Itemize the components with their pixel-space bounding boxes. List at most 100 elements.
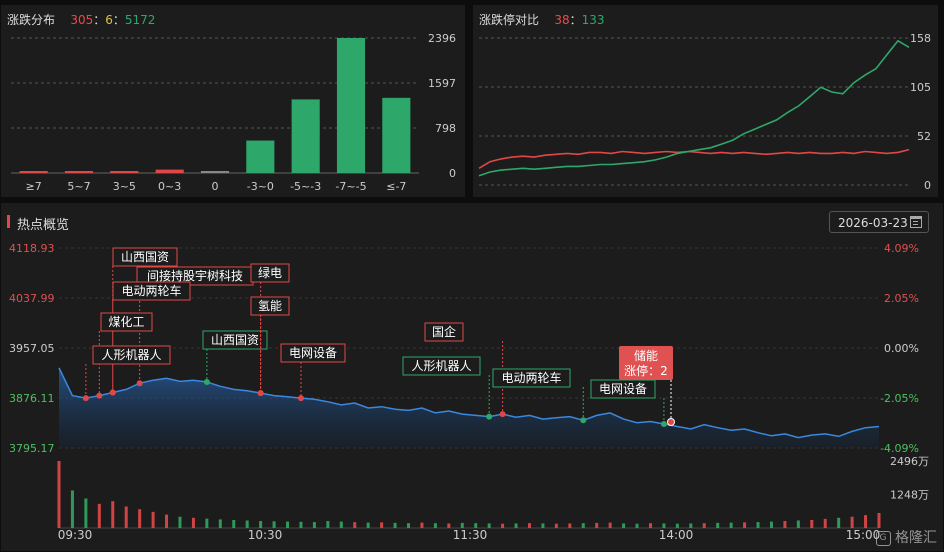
volume-bar — [272, 521, 276, 528]
hot-tag-label: 人形机器人 — [101, 348, 161, 362]
hot-tag-label: 山西国资 — [211, 333, 259, 347]
y-tick-label: 52 — [917, 130, 931, 143]
x-tick-label: -7~-5 — [335, 180, 366, 193]
x-tick-label: ≥7 — [26, 180, 42, 193]
volume-bar — [514, 523, 518, 528]
y-left-label: 3795.17 — [9, 442, 55, 455]
date-picker[interactable]: 2026-03-23 — [829, 211, 929, 233]
limit-compare-title-text: 涨跌停对比 — [479, 13, 540, 27]
highlight-tag-box — [619, 346, 673, 380]
volume-bar — [380, 522, 384, 528]
watermark-text: 格隆汇 — [895, 530, 937, 546]
hot-tag-box — [92, 345, 171, 365]
x-tick-label: ≤-7 — [386, 180, 406, 193]
hot-tag-label: 煤化工 — [108, 315, 144, 329]
volume-bar — [70, 490, 74, 528]
highlight-tag-detail: 涨停：2 — [624, 363, 668, 378]
volume-bar — [84, 498, 88, 528]
hot-tag-label: 电网设备 — [599, 382, 647, 396]
volume-bar — [581, 523, 585, 528]
hot-tag-box — [424, 322, 464, 342]
volume-bar — [353, 522, 357, 528]
hot-tag-label: 间接持股宇树科技 — [147, 268, 243, 283]
hot-tag-box — [492, 368, 571, 388]
hot-tag-box — [250, 263, 290, 283]
tag-dot — [486, 413, 493, 420]
dist-bar — [246, 140, 275, 173]
hot-intraday-chart: 4118.93 4.09% 4037.99 2.05% 3957.05 0.00% 3876… — [9, 242, 929, 542]
dist-bar — [200, 171, 230, 173]
tag-dot — [109, 389, 116, 396]
dist-bar — [19, 171, 48, 173]
hot-tag-box — [100, 312, 153, 332]
hot-tag-box — [112, 281, 191, 301]
x-tick-label: 3~5 — [113, 180, 136, 193]
y-right-label: 4.09% — [884, 242, 919, 255]
dist-bar — [382, 97, 411, 173]
y-tick-label: 1597 — [428, 77, 456, 90]
hot-tag-label: 电动两轮车 — [501, 370, 561, 385]
volume-bar — [312, 522, 316, 528]
tag-dot — [203, 379, 210, 386]
highlight-tag-name: 储能 — [634, 348, 658, 363]
volume-bar — [259, 521, 263, 528]
volume-bar — [823, 518, 827, 528]
dist-bar — [336, 38, 366, 173]
limit-down-count: 133 — [581, 13, 605, 27]
logo-icon: G — [875, 530, 891, 546]
volume-bar — [622, 523, 626, 528]
hot-tag-label: 人形机器人 — [411, 359, 471, 373]
volume-bar — [501, 523, 505, 528]
hot-tag-label: 国企 — [432, 324, 456, 339]
volume-bar — [205, 518, 209, 528]
x-tick-label: 0 — [212, 180, 219, 193]
distribution-title: 涨跌分布 305：6：5172 — [7, 11, 155, 28]
y-tick-label: 158 — [910, 32, 931, 45]
volume-bar — [850, 516, 854, 528]
limit-compare-title: 涨跌停对比 38：133 — [479, 11, 605, 28]
flat-count: 6 — [105, 13, 113, 27]
volume-bar — [124, 506, 128, 528]
volume-bar — [769, 521, 773, 528]
sep: ： — [569, 13, 582, 27]
tag-dot — [82, 395, 89, 402]
volume-bar — [756, 522, 760, 528]
x-tick-label: 5~7 — [67, 180, 90, 193]
tag-dot — [580, 417, 587, 424]
dist-bar — [64, 171, 94, 173]
hot-tag-label: 电动两轮车 — [121, 283, 181, 298]
volume-bar — [877, 512, 881, 528]
y-right-label: 2.05% — [884, 292, 919, 305]
volume-bar — [474, 523, 478, 528]
volume-bar — [191, 517, 195, 528]
calendar-icon[interactable] — [910, 216, 922, 228]
x-tick-label: -5~-3 — [290, 180, 321, 193]
x-tick-label: 14:00 — [659, 528, 694, 542]
volume-bar — [111, 501, 115, 528]
volume-bar — [675, 523, 679, 528]
volume-bar — [245, 520, 249, 528]
volume-bar — [447, 523, 451, 528]
volume-bar — [165, 514, 169, 528]
volume-bar — [138, 509, 142, 528]
highlight-dot — [667, 418, 675, 426]
down-count: 5172 — [124, 13, 156, 27]
price-area — [59, 367, 879, 448]
volume-bar — [554, 523, 558, 528]
y-tick-label: 798 — [435, 122, 456, 135]
sep: ： — [112, 13, 125, 27]
hot-overview-panel: 热点概览 2026-03-23 4118.93 4.09% 4037.99 2.05%… — [1, 203, 943, 551]
watermark-logo: G 格隆汇 — [875, 527, 937, 547]
volume-bar — [635, 523, 639, 528]
volume-bar — [366, 522, 370, 528]
limit-line-chart: 158 105 52 0 — [478, 32, 931, 192]
volume-bar — [232, 519, 236, 528]
y-tick-label: 0 — [449, 167, 456, 180]
y-left-label: 3876.11 — [9, 392, 55, 405]
volume-bar — [783, 521, 787, 528]
distribution-panel: 涨跌分布 305：6：5172 2396 1597 798 0 ≥7 5~7 3~5 0~3 0… — [1, 5, 465, 197]
limit-compare-panel: 涨跌停对比 38：133 158 105 52 0 — [473, 5, 938, 197]
distribution-title-text: 涨跌分布 — [7, 13, 56, 27]
volume-bar — [57, 461, 61, 528]
price-line — [58, 367, 880, 439]
